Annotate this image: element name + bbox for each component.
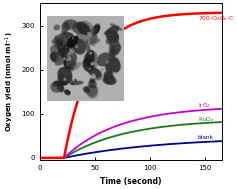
X-axis label: Time (second): Time (second) <box>100 177 161 186</box>
Text: blank: blank <box>198 135 214 140</box>
Text: RuO$_x$: RuO$_x$ <box>198 115 214 124</box>
Text: IrO$_2$: IrO$_2$ <box>198 101 211 110</box>
Text: 700-CoO$_x$-C: 700-CoO$_x$-C <box>198 15 234 23</box>
Y-axis label: Oxygen yield (nmol ml$^{-1}$): Oxygen yield (nmol ml$^{-1}$) <box>4 32 16 132</box>
